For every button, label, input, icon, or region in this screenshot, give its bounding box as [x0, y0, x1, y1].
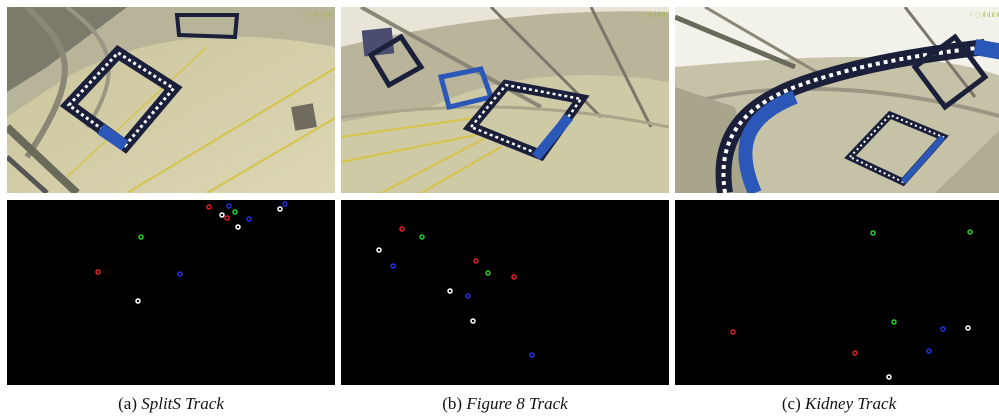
gate-marker: [447, 288, 453, 294]
gate-marker: [232, 209, 238, 215]
caption-name: Figure 8 Track: [466, 394, 568, 413]
gate-marker: [226, 203, 232, 209]
gate-marker: [473, 258, 479, 264]
gate-marker: [967, 229, 973, 235]
caption-label: (c): [781, 394, 805, 413]
splits-gate-map: [7, 200, 335, 385]
gate-marker: [965, 325, 971, 331]
gate-marker: [138, 234, 144, 240]
caption-splits: (a) SplitS Track: [7, 393, 335, 415]
gate-marker: [891, 319, 897, 325]
gate-marker: [940, 326, 946, 332]
gate-marker: [135, 298, 141, 304]
caption-label: (b): [442, 394, 467, 413]
caption-figure8: (b) Figure 8 Track: [341, 393, 669, 415]
gate-marker: [470, 318, 476, 324]
gate-marker: [529, 352, 535, 358]
gate-marker: [419, 234, 425, 240]
gate-marker: [511, 274, 517, 280]
gate-marker: [870, 230, 876, 236]
gate-marker: [730, 329, 736, 335]
gate-marker: [465, 293, 471, 299]
gate-marker: [399, 226, 405, 232]
gate-marker: [390, 263, 396, 269]
gate-marker: [224, 215, 230, 221]
gate-marker: [246, 216, 252, 222]
gate-marker: [376, 247, 382, 253]
caption-label: (a): [118, 394, 142, 413]
gate-marker: [926, 348, 932, 354]
gate-marker: [177, 271, 183, 277]
gate-marker: [886, 374, 892, 380]
hud-status-icons: ◦ ◌ ıl ıl ıl ıl: [969, 11, 999, 19]
hud-status-icons: ◦ ◌ ıl ıl ıl ıl: [635, 11, 666, 19]
gate-marker: [277, 206, 283, 212]
gate-marker: [219, 212, 225, 218]
splits-camera-photo: ◦ ◌ ıl ıl ıl ıl: [7, 7, 335, 193]
gate-marker: [206, 204, 212, 210]
gate-marker: [282, 201, 288, 207]
gate-marker: [95, 269, 101, 275]
kidney-camera-photo: ◦ ◌ ıl ıl ıl ıl: [675, 7, 999, 193]
caption-name: Kidney Track: [804, 394, 897, 413]
hud-status-icons: ◦ ◌ ıl ıl ıl ıl: [301, 11, 332, 19]
caption-kidney: (c) Kidney Track: [675, 393, 999, 415]
figure8-camera-photo: ◦ ◌ ıl ıl ıl ıl: [341, 7, 669, 193]
gate-marker: [485, 270, 491, 276]
gate-marker: [235, 224, 241, 230]
caption-name: SplitS Track: [141, 394, 224, 413]
figure8-gate-map: [341, 200, 669, 385]
kidney-gate-map: [675, 200, 999, 385]
gate-marker: [852, 350, 858, 356]
